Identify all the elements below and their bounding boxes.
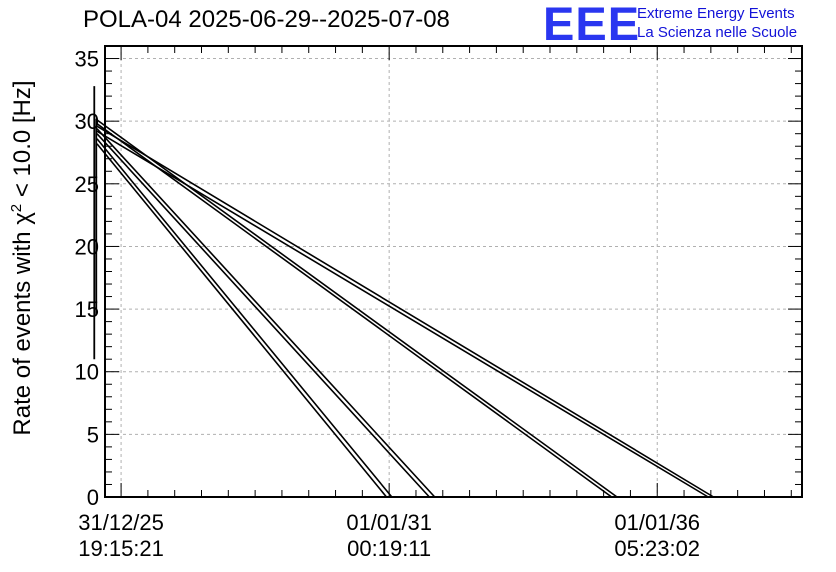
y-tick-label: 35: [75, 47, 99, 72]
y-tick-label: 25: [75, 172, 99, 197]
grid-lines: [105, 46, 802, 497]
y-tick-label: 5: [87, 422, 99, 447]
x-tick-label-date: 31/12/25: [78, 510, 164, 535]
x-tick-label-date: 01/01/31: [346, 510, 432, 535]
x-tick-label-time: 05:23:02: [614, 536, 700, 561]
series-line-s6: [96, 119, 618, 498]
y-axis-title-superscript: 2: [8, 204, 25, 212]
x-tick-label-time: 00:19:11: [347, 536, 431, 561]
y-axis-title: Rate of events with χ2 < 10.0 [Hz]: [8, 80, 36, 435]
logo-caption: Extreme Energy Events La Scienza nelle S…: [637, 4, 797, 42]
series-line-s3: [96, 133, 430, 498]
series-line-s5: [96, 123, 613, 498]
y-axis-title-suffix: < 10.0 [Hz]: [9, 80, 36, 203]
y-axis-title-prefix: Rate of events with: [9, 225, 36, 436]
series-line-s2: [96, 138, 393, 498]
series-line-s7: [96, 130, 709, 498]
series-line-s8: [96, 125, 714, 498]
y-tick-label: 10: [75, 360, 99, 385]
plot-frame: [104, 45, 803, 498]
series-line-s4: [96, 128, 436, 498]
y-axis-title-chi: χ: [9, 212, 36, 225]
x-tick-label-date: 01/01/36: [614, 510, 700, 535]
x-tick-label-time: 19:15:21: [78, 536, 164, 561]
y-tick-label: 30: [75, 109, 99, 134]
logo-caption-line2: La Scienza nelle Scuole: [637, 24, 798, 41]
series-lines: [93, 86, 714, 498]
eee-logo: EEE: [543, 0, 641, 50]
y-tick-label: 15: [75, 297, 99, 322]
chart-title: POLA-04 2025-06-29--2025-07-08: [83, 6, 450, 33]
series-line-s1: [96, 143, 388, 498]
y-tick-label: 20: [75, 234, 99, 259]
y-tick-label: 0: [87, 485, 99, 510]
logo-caption-line1: Extreme Energy Events: [637, 5, 795, 22]
axis-ticks: [105, 45, 802, 498]
